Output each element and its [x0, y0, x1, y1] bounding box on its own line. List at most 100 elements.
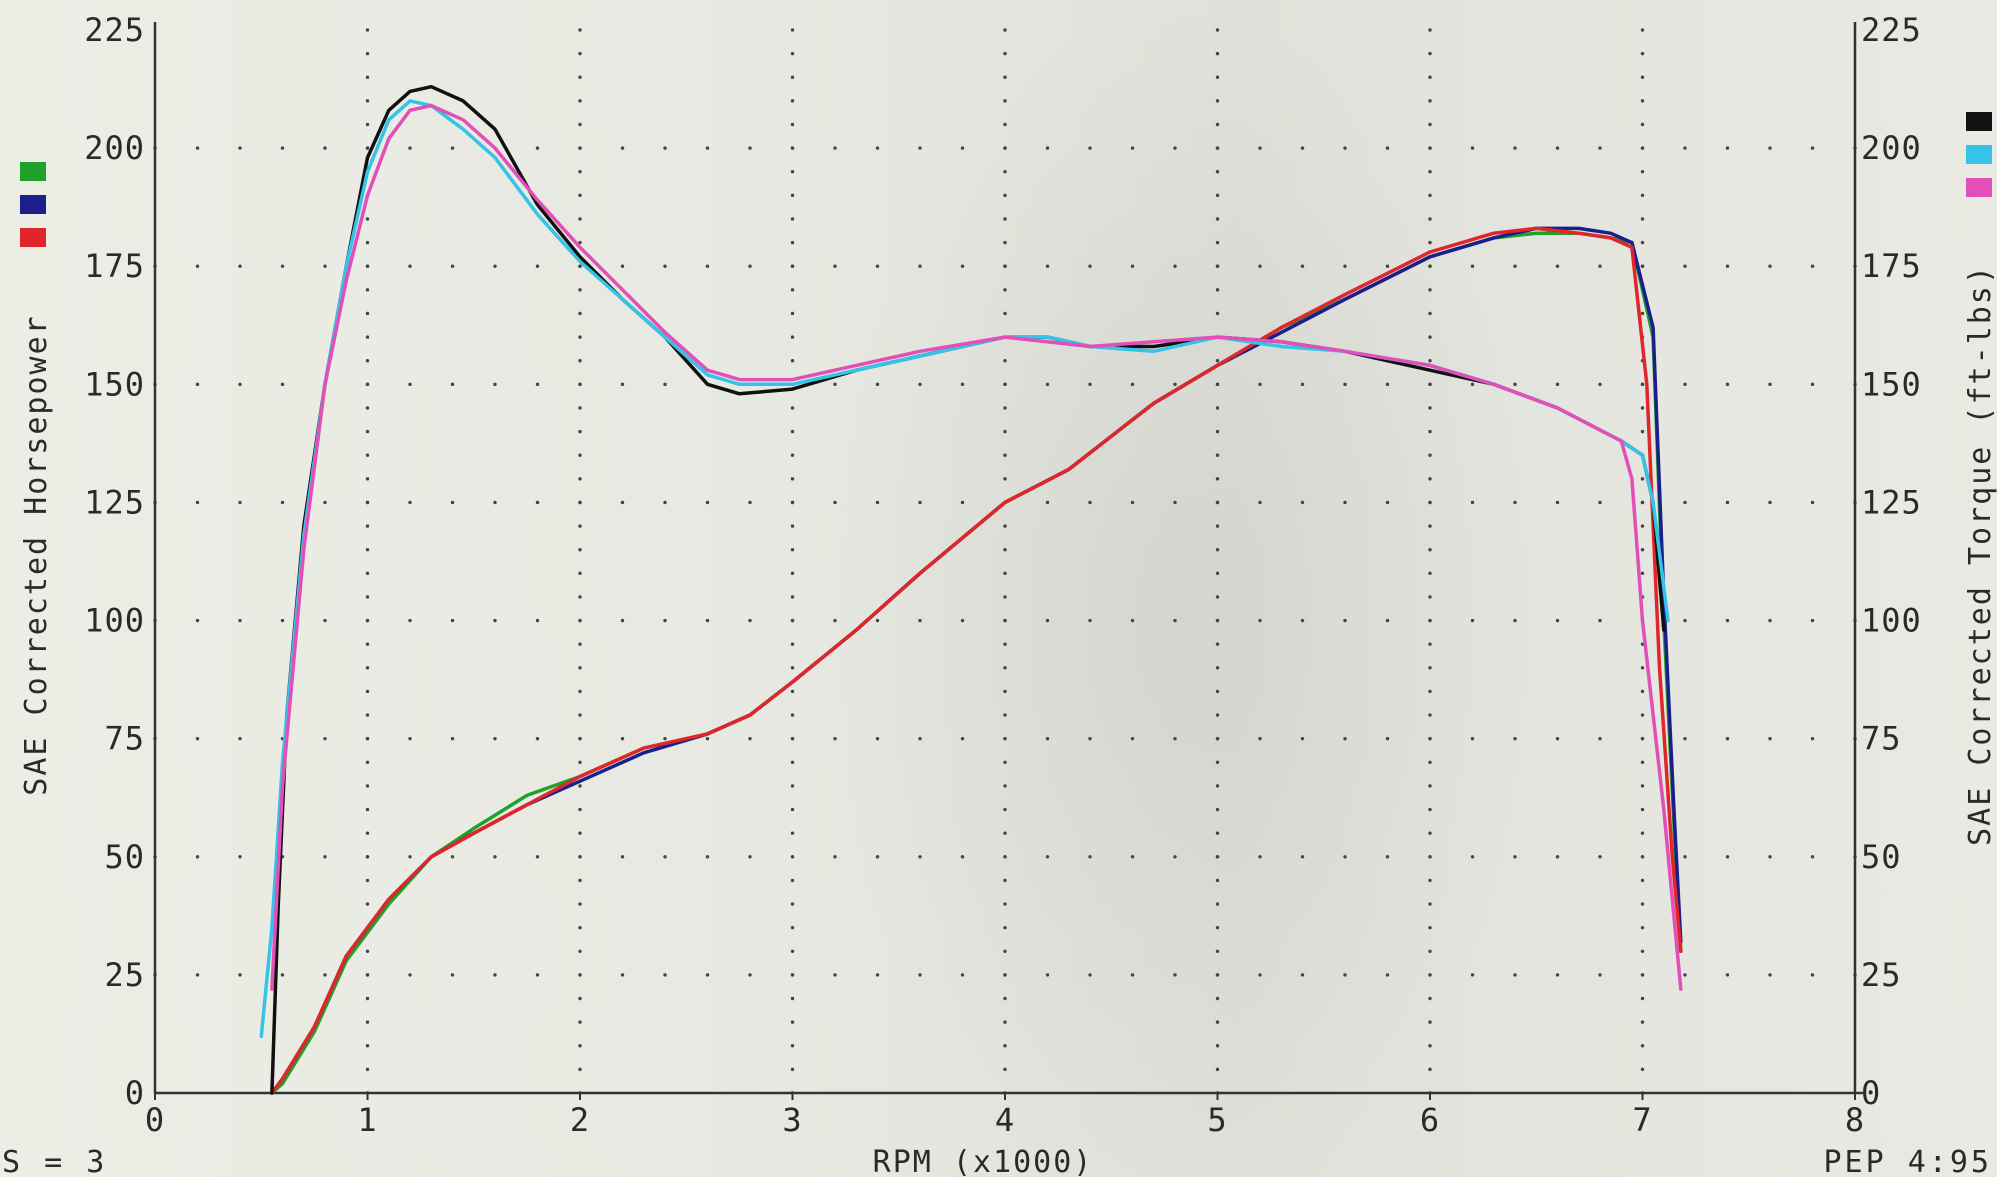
grid-dot [663, 973, 667, 977]
grid-dot [280, 382, 285, 387]
grid-dot [1215, 453, 1220, 457]
y-tick-label-right: 75 [1861, 720, 1902, 758]
grid-dot [1683, 855, 1687, 859]
grid-dot [1428, 807, 1432, 812]
grid-dot [578, 28, 582, 32]
x-tick-label: 7 [1632, 1101, 1652, 1139]
grid-dot [1513, 973, 1517, 977]
grid-dot [918, 146, 922, 150]
grid-dot [578, 902, 582, 906]
grid-dot [578, 1044, 582, 1048]
grid-dot [790, 666, 795, 670]
grid-dot [790, 618, 795, 623]
grid-dot [1003, 122, 1007, 127]
grid-dot [1428, 193, 1432, 198]
grid-dot [1215, 500, 1220, 505]
grid-dot [918, 973, 922, 977]
grid-dot [620, 382, 625, 387]
legend-swatches [20, 112, 1992, 247]
grid-dot [1003, 146, 1007, 150]
torque-series-6 [270, 103, 1683, 991]
grid-dot [748, 500, 752, 505]
grid-dot [875, 146, 880, 150]
grid-dot [1215, 996, 1220, 1001]
grid-dot [790, 807, 795, 812]
grid-dot [1003, 99, 1007, 103]
grid-dot [1215, 571, 1220, 576]
x-tick-label: 1 [357, 1101, 377, 1139]
grid-dot [1385, 618, 1390, 623]
grid-dot [1215, 122, 1220, 127]
grid-dot [790, 193, 795, 198]
legend-swatch-left [20, 162, 46, 181]
grid-dot [960, 973, 965, 977]
grid-dot [790, 1020, 795, 1024]
grid-dot [578, 264, 582, 268]
grid-dot [620, 855, 625, 859]
grid-dot [408, 146, 412, 150]
grid-dot [408, 736, 412, 741]
grid-dot [1385, 500, 1390, 505]
grid-dot [1513, 500, 1517, 505]
grid-dot [578, 359, 582, 363]
grid-dot [1470, 736, 1475, 741]
grid-dot [960, 382, 965, 387]
grid-dot [1045, 382, 1050, 387]
grid-dot [1428, 122, 1432, 127]
x-axis-title: RPM (x1000) [873, 1145, 1094, 1177]
grid-dot [1215, 51, 1220, 56]
grid-dot [790, 524, 795, 528]
grid-dot [790, 335, 795, 339]
grid-dot [195, 382, 200, 387]
grid-dot [1215, 99, 1220, 103]
grid-dot [450, 146, 455, 150]
x-tick-label: 2 [570, 1101, 590, 1139]
legend-swatch-right [1966, 178, 1992, 197]
grid-dot [1598, 618, 1602, 623]
grid-dot [1428, 335, 1432, 339]
grid-dot [1598, 382, 1602, 387]
grid-dot [663, 500, 667, 505]
grid-dot [450, 736, 455, 741]
grid-dot [1130, 264, 1135, 268]
grid-dot [833, 264, 837, 268]
grid-dot [1003, 666, 1007, 670]
grid-dot [960, 146, 965, 150]
grid-dot [1215, 1020, 1220, 1024]
y-tick-label-left: 75 [104, 720, 145, 758]
grid-dot [790, 146, 795, 150]
grid-dot [365, 524, 370, 528]
grid-dot [578, 736, 582, 741]
grid-dot [1428, 925, 1432, 930]
grid-dot [1640, 736, 1645, 741]
grid-dot [1003, 51, 1007, 56]
grid-dot [1470, 618, 1475, 623]
grid-dot [1215, 925, 1220, 930]
grid-dot [1598, 500, 1602, 505]
grid-dot [620, 736, 625, 741]
horsepower-series-1 [270, 231, 1683, 1095]
grid-dot [535, 618, 540, 623]
grid-dot [1215, 760, 1220, 764]
grid-dot [790, 689, 795, 694]
grid-dot [790, 122, 795, 127]
grid-dot [1003, 429, 1007, 434]
grid-dot [1003, 453, 1007, 457]
grid-dot [960, 618, 965, 623]
grid-dot [1215, 1044, 1220, 1048]
grid-dot [493, 736, 497, 741]
grid-dot [535, 382, 540, 387]
grid-dot [1428, 618, 1432, 623]
grid-dot [748, 146, 752, 150]
grid-dot [663, 382, 667, 387]
grid-dot [620, 618, 625, 623]
grid-dot [1215, 406, 1220, 410]
grid-dot [323, 264, 327, 268]
grid-dot [790, 264, 795, 268]
grid-dot [1598, 146, 1602, 150]
grid-dot [1640, 689, 1645, 694]
grid-dot [1003, 902, 1007, 906]
grid-dot [1258, 500, 1262, 505]
grid-dot [1003, 75, 1007, 79]
grid-dot [1428, 1067, 1432, 1072]
